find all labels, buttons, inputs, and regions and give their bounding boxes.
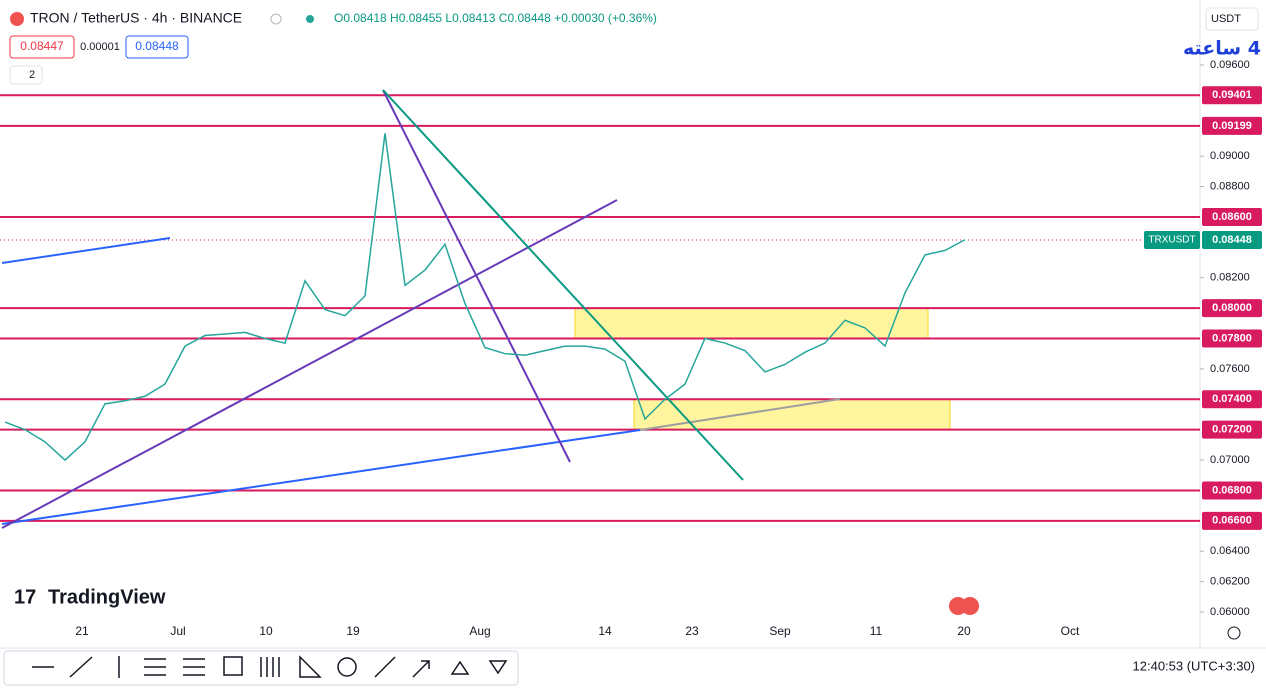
date-label: 23	[685, 624, 699, 638]
level-label: 0.07400	[1212, 393, 1252, 405]
tool-trendline[interactable]	[69, 656, 93, 678]
level-tag	[1202, 420, 1262, 439]
date-label: 21	[75, 624, 89, 638]
price-line	[4, 133, 966, 462]
zone	[574, 307, 929, 339]
level-tag	[1202, 299, 1262, 318]
tool-arrow-down[interactable]	[488, 660, 508, 675]
current-price-tag	[1202, 231, 1262, 250]
level-label: 0.06600	[1212, 515, 1252, 527]
level-tag	[1202, 116, 1262, 135]
ohlc: O0.08418 H0.08455 L0.08413 C0.08448 +0.0…	[334, 11, 657, 25]
trendline	[382, 89, 571, 463]
date-label: 19	[346, 624, 360, 638]
date-label: 10	[259, 624, 273, 638]
ask: 0.08448	[135, 39, 179, 53]
date-label: Aug	[469, 624, 490, 638]
brand-logo: 17	[14, 586, 36, 608]
title: تحلیل ترون / قسمت 6 / تایم فریم 4 ساعته	[1183, 38, 1266, 60]
event-icon[interactable]	[961, 597, 979, 615]
current-price: 0.08448	[1212, 234, 1252, 246]
trendline	[1, 237, 171, 264]
level-tag	[1202, 390, 1262, 409]
currency-button[interactable]	[1205, 7, 1259, 31]
y-tick-label: 0.09000	[1210, 150, 1250, 162]
drawing-toolbar	[3, 650, 519, 686]
date-label: 11	[870, 624, 883, 638]
tool-brush[interactable]	[374, 656, 396, 678]
indicator-count: 2	[29, 69, 35, 81]
trendline	[639, 398, 841, 431]
level-label: 0.07800	[1212, 332, 1252, 344]
level-tag	[1202, 511, 1262, 530]
level-label: 0.09199	[1212, 120, 1252, 132]
date-label: Oct	[1061, 624, 1080, 638]
y-tick-label: 0.06400	[1210, 545, 1250, 557]
plot	[4, 133, 966, 462]
zone	[633, 398, 951, 431]
status-dot	[306, 15, 314, 23]
currency: USDT	[1211, 13, 1241, 25]
trendline	[1, 429, 641, 525]
tool-rectangle[interactable]	[223, 656, 243, 676]
tool-fib[interactable]	[183, 658, 205, 676]
bid: 0.08447	[20, 39, 64, 53]
symbol-icon	[10, 12, 24, 26]
toolbar-panel	[3, 650, 519, 686]
current-name-tag	[1144, 231, 1200, 250]
trendline	[382, 89, 744, 481]
date-label: Jul	[170, 624, 185, 638]
y-tick-label: 0.09600	[1210, 59, 1250, 71]
date-label: 20	[957, 624, 971, 638]
level-tag	[1202, 329, 1262, 348]
date-label: Sep	[769, 624, 791, 638]
eye-icon[interactable]	[270, 13, 282, 25]
ask-box[interactable]	[125, 35, 189, 59]
current-name: TRXUSDT	[1148, 235, 1195, 246]
y-tick-label: 0.07600	[1210, 363, 1250, 375]
tool-triangle[interactable]	[299, 655, 322, 678]
level-tag	[1202, 86, 1262, 105]
y-tick-label: 0.06000	[1210, 606, 1250, 618]
settings-icon[interactable]	[1227, 626, 1241, 640]
level-tag	[1202, 481, 1262, 500]
clock: 12:40:53 (UTC+3:30)	[1133, 658, 1255, 673]
level-label: 0.08000	[1212, 302, 1252, 314]
level-label: 0.06800	[1212, 484, 1252, 496]
tool-arrow-up[interactable]	[450, 660, 470, 675]
tool-gann[interactable]	[260, 657, 280, 677]
trendline	[1, 199, 618, 529]
tool-circle[interactable]	[337, 657, 357, 677]
brand: TradingView	[48, 586, 166, 608]
indicator-toggle[interactable]	[9, 65, 43, 85]
y-tick-label: 0.07000	[1210, 454, 1250, 466]
level-tag	[1202, 207, 1262, 226]
spread: 0.00001	[80, 41, 120, 53]
symbol: TRON / TetherUS · 4h · BINANCE	[30, 10, 242, 26]
tool-parallel[interactable]	[144, 658, 166, 676]
y-tick-label: 0.06200	[1210, 576, 1250, 588]
level-label: 0.08600	[1212, 211, 1252, 223]
y-tick-label: 0.08200	[1210, 272, 1250, 284]
level-label: 0.07200	[1212, 424, 1252, 436]
bid-box[interactable]	[9, 35, 75, 59]
y-tick-label: 0.08800	[1210, 180, 1250, 192]
date-label: 14	[598, 624, 612, 638]
tool-arrow[interactable]	[412, 660, 430, 678]
level-label: 0.09401	[1212, 89, 1252, 101]
